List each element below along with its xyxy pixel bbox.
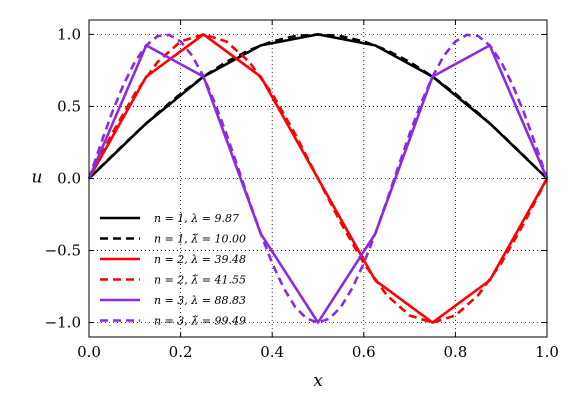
- series-line-6: [87, 33, 549, 324]
- legend-label-5: n = 3, λ = 88.83: [154, 294, 246, 307]
- y-axis-label: u: [32, 168, 43, 188]
- legend-label-3: n = 2, λ = 39.48: [154, 253, 246, 266]
- y-tick-label: 0.5: [57, 97, 81, 115]
- axis-ticks: 0.0 0.2 0.4 0.6 0.8 1.0 1.0 0.5 0.0 −0.5 −1.0: [45, 20, 559, 361]
- y-tick-label: 0.0: [57, 170, 81, 188]
- series-line-5: [87, 44, 549, 324]
- legend-label-4: n = 2, λ̃ = 41.55: [154, 274, 246, 287]
- legend-label-6: n = 3, λ̃ = 99.49: [154, 315, 246, 328]
- legend: n = 1, λ = 9.87 n = 1, λ̃ = 10.00 n = 2, λ…: [100, 212, 246, 328]
- x-tick-label: 0.6: [352, 343, 376, 361]
- x-tick-label: 0.4: [260, 343, 284, 361]
- y-tick-label: −1.0: [45, 314, 81, 332]
- legend-label-2: n = 1, λ̃ = 10.00: [154, 233, 246, 246]
- series-line-2: [88, 33, 548, 180]
- legend-label-1: n = 1, λ = 9.87: [154, 212, 239, 225]
- x-tick-label: 0.2: [169, 343, 193, 361]
- x-tick-label: 0.8: [443, 343, 467, 361]
- y-tick-label: 1.0: [57, 25, 81, 43]
- series-lines: [87, 33, 549, 324]
- x-tick-label: 1.0: [535, 343, 559, 361]
- x-axis-label: x: [313, 371, 323, 391]
- x-tick-label: 0.0: [77, 343, 101, 361]
- y-tick-label: −0.5: [45, 242, 81, 260]
